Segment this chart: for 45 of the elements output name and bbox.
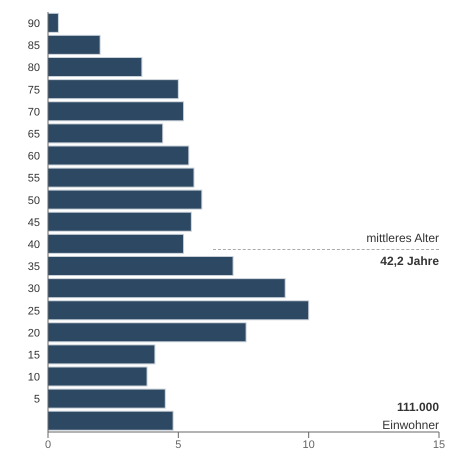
bar: [48, 300, 310, 320]
y-tick-label: 85: [28, 40, 40, 52]
y-tick-label: 40: [28, 239, 40, 252]
bar: [48, 79, 179, 100]
y-tick-label: 10: [28, 372, 40, 384]
x-tick-label: 0: [44, 438, 52, 451]
y-tick-label: 50: [28, 194, 40, 207]
bar: [48, 101, 184, 122]
bar: [48, 278, 286, 298]
annotation: 42,2 Jahre: [380, 253, 439, 269]
annotation: 111.000: [396, 399, 439, 416]
bar: [48, 212, 192, 232]
y-tick-label: 20: [28, 327, 40, 340]
y-tick-label: 80: [28, 62, 40, 74]
bar: [48, 123, 164, 144]
x-tick-label: 5: [175, 438, 182, 451]
bar: [48, 322, 247, 342]
x-tick-label: 10: [302, 438, 315, 451]
y-tick-label: 55: [28, 172, 40, 185]
y-tick-label: 5: [34, 394, 40, 406]
bar: [48, 366, 148, 387]
y-tick-label: 30: [28, 283, 40, 296]
y-tick-label: 75: [28, 84, 40, 96]
bar: [48, 256, 234, 276]
y-tick-label: 15: [28, 350, 40, 362]
bar: [48, 168, 194, 188]
annotation: mittleres Alter: [366, 230, 439, 246]
bar: [48, 12, 59, 33]
bar: [48, 410, 174, 431]
bar: [48, 57, 142, 78]
y-tick-label: 65: [28, 128, 40, 140]
y-tick-label: 70: [28, 106, 40, 118]
y-tick-label: 25: [28, 305, 40, 318]
bar: [48, 344, 156, 364]
y-tick-label: 60: [28, 150, 40, 163]
bar: [48, 190, 202, 210]
bar: [48, 388, 166, 409]
bar: [48, 234, 184, 254]
y-tick-label: 90: [28, 18, 40, 30]
y-tick-label: 35: [28, 261, 40, 274]
y-tick-label: 45: [28, 216, 40, 229]
annotation: Einwohner: [382, 417, 439, 434]
bar: [48, 145, 190, 166]
bar: [48, 34, 101, 55]
x-tick-label: 15: [432, 438, 446, 451]
